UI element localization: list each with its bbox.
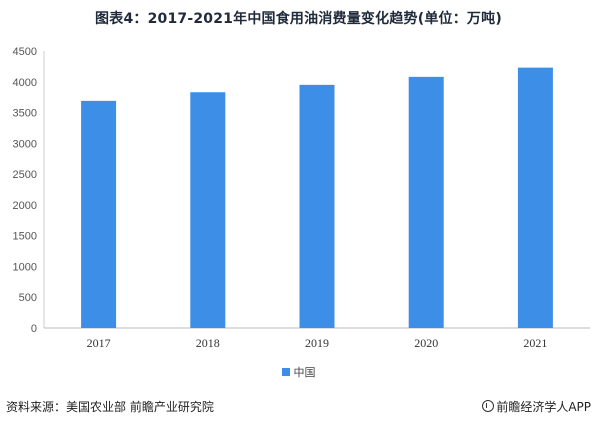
brand-label: 前瞻经济学人APP: [496, 400, 591, 414]
legend: 中国: [0, 364, 597, 380]
bar-2021: [517, 67, 553, 329]
x-tick-labels: 2017 2018 2019 2020 2021: [87, 336, 548, 350]
y-tick-label: 500: [19, 292, 37, 304]
qianzhan-logo-icon: [482, 400, 495, 412]
y-tick-label: 4000: [13, 77, 37, 89]
legend-swatch: [281, 368, 290, 376]
y-tick-labels: 0 500 1000 1500 2000 2500 3000 3500 4000 4500: [13, 46, 37, 335]
source-note: 资料来源：美国农业部 前瞻产业研究院: [6, 400, 214, 414]
x-tick-label: 2019: [305, 336, 329, 350]
x-tick-label: 2020: [414, 336, 438, 350]
legend-label: 中国: [293, 366, 316, 379]
brand-footer: 前瞻经济学人APP: [482, 398, 591, 415]
bar-2020: [408, 76, 444, 328]
bar-2019: [299, 84, 335, 328]
y-tick-label: 1000: [13, 261, 37, 273]
y-tick-label: 3500: [13, 108, 37, 120]
bar-2017: [81, 100, 117, 328]
y-tick-label: 2500: [13, 169, 37, 181]
y-tick-label: 0: [31, 323, 37, 335]
chart-title: 图表4：2017-2021年中国食用油消费量变化趋势(单位：万吨): [95, 11, 502, 27]
bar-2018: [190, 92, 226, 329]
x-tick-label: 2021: [523, 336, 547, 350]
y-tick-label: 2000: [13, 200, 37, 212]
x-tick-label: 2017: [87, 336, 111, 350]
y-tick-label: 4500: [13, 46, 37, 58]
x-tick-label: 2018: [196, 336, 220, 350]
bars: [81, 67, 553, 329]
y-tick-label: 1500: [13, 231, 37, 243]
y-tick-label: 3000: [13, 138, 37, 150]
